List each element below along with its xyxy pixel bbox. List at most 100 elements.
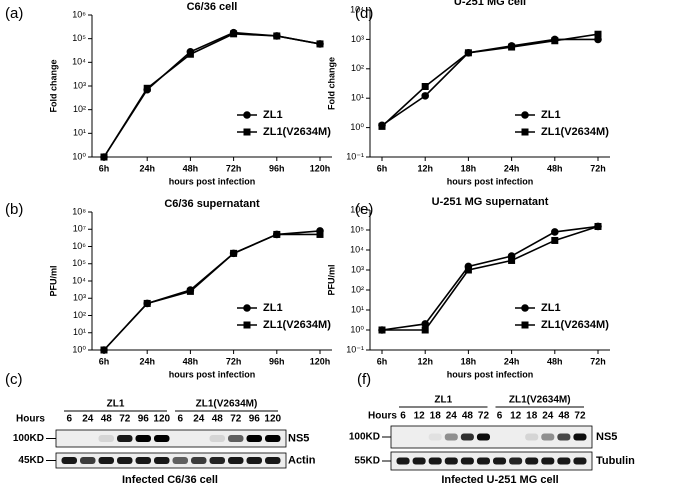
series-line <box>103 233 320 351</box>
band <box>209 457 225 464</box>
y-tick-label: 10¹ <box>351 93 364 103</box>
y-tick-label: 10⁴ <box>72 275 86 285</box>
hours-label: Hours <box>368 411 397 422</box>
size-label: 100KD <box>13 433 44 444</box>
panel-label: (f) <box>357 371 371 388</box>
x-tick-label: 48h <box>183 163 199 173</box>
data-point <box>100 346 108 354</box>
x-tick-label: 48h <box>183 356 199 366</box>
protein-label: NS5 <box>596 431 617 443</box>
y-axis-label: PFU/ml <box>326 264 336 295</box>
band <box>557 433 571 441</box>
lane-label: 96 <box>138 414 150 425</box>
lane-label: 120 <box>264 414 281 425</box>
panel-label: (d) <box>355 5 373 22</box>
y-tick-label: 10⁰ <box>350 122 364 132</box>
legend-marker <box>243 321 251 329</box>
y-axis-label: Fold change <box>48 59 58 112</box>
x-tick-label: 120h <box>310 356 331 366</box>
x-axis-label: hours post infection <box>447 176 534 186</box>
protein-label: Tubulin <box>596 455 635 467</box>
band <box>246 435 262 442</box>
x-tick-label: 24h <box>139 356 155 366</box>
lane-label: 18 <box>526 411 538 422</box>
band <box>525 457 539 465</box>
y-tick-label: 10² <box>73 104 86 114</box>
band <box>493 457 507 465</box>
legend-marker <box>243 128 251 136</box>
data-point <box>143 299 151 307</box>
y-axis-label: Fold change <box>326 57 336 110</box>
data-point <box>316 230 324 238</box>
y-tick-label: 10⁷ <box>73 224 86 234</box>
lane-label: 72 <box>230 414 242 425</box>
legend-label: ZL1(V2634M) <box>263 126 331 138</box>
y-tick-label: 10⁰ <box>72 344 86 354</box>
band <box>573 457 587 465</box>
data-point <box>230 249 238 257</box>
x-tick-label: 72h <box>590 356 606 366</box>
lane-label: 48 <box>462 411 474 422</box>
band <box>154 435 170 442</box>
series-line <box>103 230 321 351</box>
y-tick-label: 10³ <box>73 80 86 90</box>
protein-label: NS5 <box>288 432 309 444</box>
legend-marker <box>521 304 529 312</box>
data-point <box>508 43 516 51</box>
hours-label: Hours <box>16 414 45 425</box>
x-tick-label: 6h <box>377 163 388 173</box>
band <box>154 457 170 464</box>
series-line <box>103 33 321 158</box>
x-tick-label: 72h <box>226 163 242 173</box>
x-tick-label: 24h <box>504 356 520 366</box>
x-tick-label: 48h <box>547 163 563 173</box>
y-tick-label: 10² <box>73 310 86 320</box>
lane-label: 6 <box>66 414 72 425</box>
y-tick-label: 10⁵ <box>72 33 86 43</box>
legend-marker <box>243 111 251 119</box>
band <box>135 435 151 442</box>
band <box>428 457 442 465</box>
x-tick-label: 18h <box>461 356 477 366</box>
band <box>61 457 77 464</box>
band <box>525 433 539 441</box>
data-point <box>594 222 602 230</box>
series-line <box>382 225 599 331</box>
band <box>191 457 207 464</box>
band <box>265 457 281 464</box>
data-point <box>421 83 429 91</box>
group-label: ZL1 <box>434 395 452 406</box>
y-tick-label: 10¹ <box>73 128 86 138</box>
y-tick-label: 10¹ <box>351 304 364 314</box>
x-tick-label: 12h <box>417 356 433 366</box>
y-tick-label: 10⁻¹ <box>346 151 364 161</box>
data-point <box>143 84 151 92</box>
lane-label: 6 <box>497 411 503 422</box>
data-point <box>421 326 429 334</box>
lane-label: 72 <box>478 411 490 422</box>
legend-marker <box>243 304 251 312</box>
band <box>573 433 587 441</box>
y-tick-label: 10³ <box>351 34 364 44</box>
series-line <box>381 33 599 127</box>
y-tick-label: 10⁴ <box>72 57 86 67</box>
legend-marker <box>521 321 529 329</box>
group-label: ZL1(V2634M) <box>509 395 571 406</box>
lane-label: 12 <box>414 411 426 422</box>
group-label: ZL1 <box>107 399 125 410</box>
size-label: 45KD <box>18 455 44 466</box>
y-tick-label: 10³ <box>351 264 364 274</box>
band <box>557 457 571 465</box>
band <box>265 435 281 442</box>
legend-marker <box>521 128 529 136</box>
y-tick-label: 10⁵ <box>72 258 86 268</box>
data-point <box>186 50 194 58</box>
size-label: 55KD <box>354 456 380 467</box>
data-point <box>551 37 559 45</box>
y-tick-label: 10⁰ <box>72 151 86 161</box>
x-tick-label: 18h <box>461 163 477 173</box>
y-tick-label: 10² <box>351 284 364 294</box>
panel-label: (c) <box>5 371 23 388</box>
legend-label: ZL1 <box>541 109 561 121</box>
